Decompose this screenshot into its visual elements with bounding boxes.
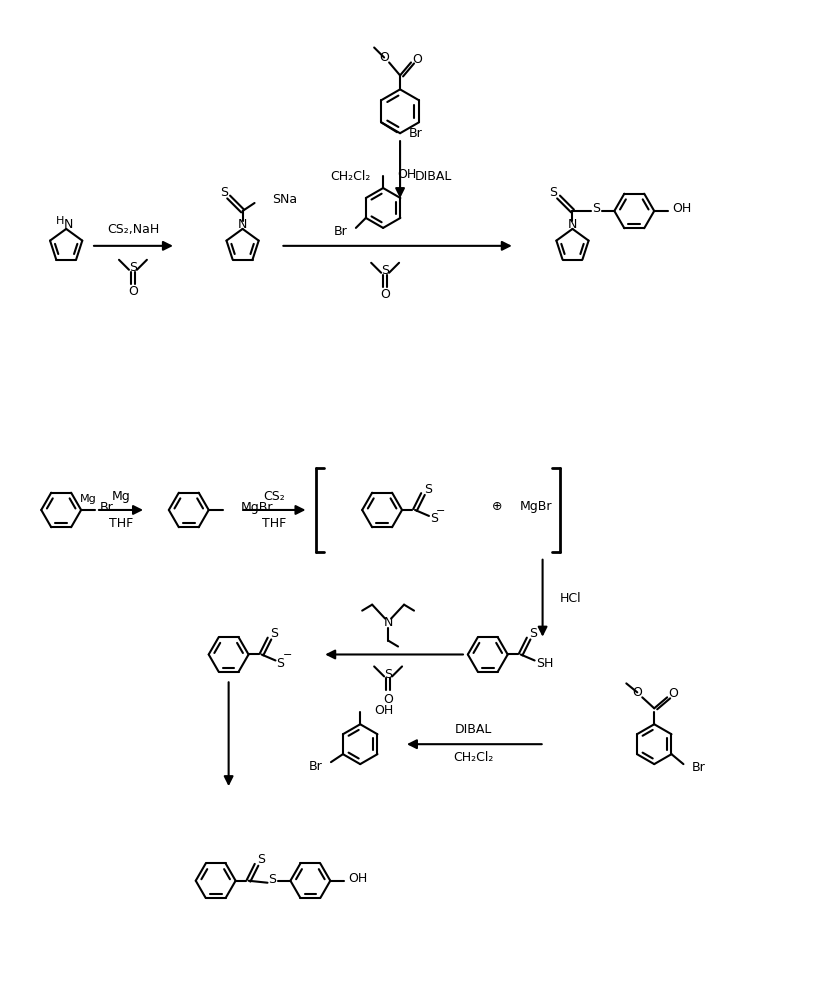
Text: HCl: HCl: [560, 592, 582, 605]
Text: THF: THF: [262, 517, 287, 530]
Text: Mg: Mg: [80, 494, 96, 504]
Text: N: N: [238, 218, 247, 231]
Text: MgBr: MgBr: [520, 500, 552, 513]
Text: CH₂Cl₂: CH₂Cl₂: [330, 170, 370, 183]
Text: O: O: [380, 288, 390, 301]
Text: S: S: [550, 186, 557, 199]
Text: S: S: [430, 512, 438, 525]
Text: Br: Br: [409, 127, 422, 140]
Text: O: O: [383, 693, 393, 706]
Text: Br: Br: [100, 501, 114, 514]
Text: O: O: [379, 51, 389, 64]
Text: Mg: Mg: [111, 490, 131, 503]
Text: O: O: [633, 686, 642, 699]
Text: OH: OH: [673, 202, 691, 215]
Text: SNa: SNa: [272, 193, 297, 206]
Text: S: S: [277, 657, 284, 670]
Text: S: S: [271, 627, 278, 640]
Text: −: −: [282, 650, 292, 660]
Text: O: O: [412, 53, 422, 66]
Text: O: O: [128, 285, 138, 298]
Text: Br: Br: [691, 761, 705, 774]
Text: OH: OH: [374, 704, 393, 717]
Text: THF: THF: [109, 517, 133, 530]
Text: OH: OH: [397, 168, 416, 181]
Text: S: S: [424, 483, 432, 496]
Text: O: O: [668, 687, 678, 700]
Text: N: N: [568, 218, 577, 231]
Text: SH: SH: [535, 657, 553, 670]
Text: S: S: [129, 261, 137, 274]
Text: ⊕: ⊕: [492, 500, 502, 513]
Text: Br: Br: [309, 760, 323, 773]
Text: CS₂: CS₂: [264, 490, 286, 503]
Text: S: S: [530, 627, 538, 640]
Text: DIBAL: DIBAL: [415, 170, 453, 183]
Text: S: S: [384, 668, 392, 681]
Text: CH₂Cl₂: CH₂Cl₂: [453, 751, 494, 764]
Text: H: H: [56, 216, 65, 226]
Text: CS₂,NaH: CS₂,NaH: [106, 223, 159, 236]
Text: S: S: [257, 853, 266, 866]
Text: DIBAL: DIBAL: [455, 723, 493, 736]
Text: N: N: [64, 218, 73, 231]
Text: S: S: [220, 186, 228, 199]
Text: S: S: [592, 202, 600, 215]
Text: OH: OH: [349, 872, 368, 885]
Text: N: N: [384, 616, 393, 629]
Text: −: −: [437, 506, 446, 516]
Text: S: S: [268, 873, 277, 886]
Text: MgBr: MgBr: [241, 501, 273, 514]
Text: S: S: [381, 264, 389, 277]
Text: Br: Br: [334, 225, 348, 238]
